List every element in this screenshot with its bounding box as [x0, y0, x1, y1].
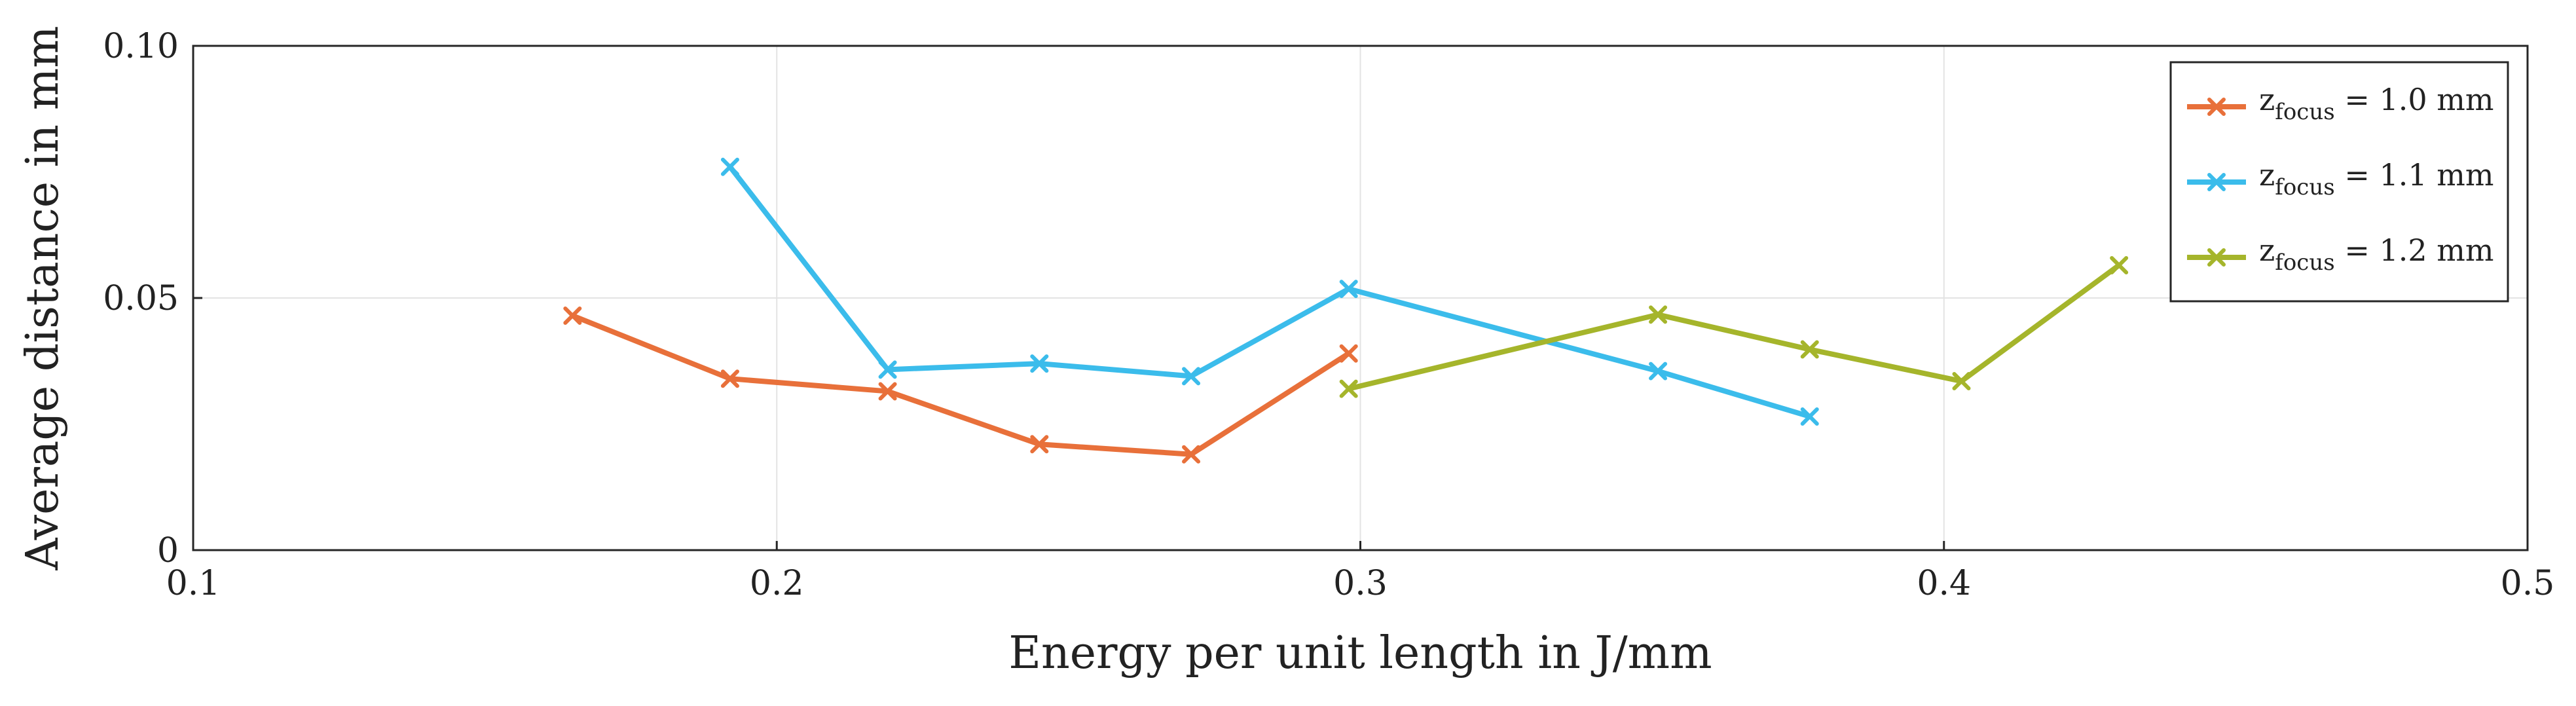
marker-stroke: [720, 157, 739, 176]
x-axis-title: Energy per unit length in J/mm: [1008, 627, 1712, 679]
x-tick-label: 0.4: [1917, 564, 1971, 603]
legend-swatch-marker: [2207, 248, 2226, 267]
legend: zfocus = 1.0 mm zfocus = 1.1 mm zfocus = 1…: [2169, 61, 2509, 303]
data-point-marker: [1800, 407, 1819, 426]
data-point-marker: [1030, 354, 1049, 373]
data-point-marker: [720, 157, 739, 176]
data-point-marker: [1030, 435, 1049, 454]
marker-stroke: [1339, 344, 1358, 363]
data-point-marker: [878, 360, 897, 379]
data-point-marker: [2110, 255, 2129, 274]
marker-stroke: [2207, 173, 2226, 191]
marker-stroke: [1649, 305, 1668, 324]
marker-stroke: [1800, 340, 1819, 359]
data-point-marker: [878, 382, 897, 401]
marker-stroke: [1339, 379, 1358, 398]
marker-stroke: [1030, 354, 1049, 373]
marker-stroke: [2207, 98, 2226, 116]
marker-stroke: [2110, 255, 2129, 274]
y-tick-label: 0: [157, 531, 179, 570]
marker-stroke: [1339, 280, 1358, 299]
marker-stroke: [563, 306, 582, 325]
ticks-layer: 0.1 0.2 0.3 0.4 0.5 0 0.05 0.10: [103, 27, 2554, 603]
y-tick-label: 0.10: [103, 27, 179, 66]
y-axis-title: Average distance in mm: [17, 26, 69, 570]
data-point-marker: [1649, 305, 1668, 324]
marker-stroke: [878, 360, 897, 379]
x-tick-label: 0.3: [1333, 564, 1388, 603]
series-line: [570, 312, 1352, 457]
x-tick-label: 0.5: [2501, 564, 2555, 603]
series-2: [720, 157, 1819, 426]
marker-stroke: [720, 369, 739, 388]
data-point-marker: [720, 369, 739, 388]
legend-item: zfocus = 1.0 mm: [2187, 82, 2494, 125]
data-point-marker: [1182, 367, 1201, 386]
marker-stroke: [1649, 362, 1668, 381]
series-1: [563, 306, 1358, 464]
marker-stroke: [878, 382, 897, 401]
marker-stroke: [1182, 445, 1201, 464]
marker-stroke: [1030, 435, 1049, 454]
data-point-marker: [1339, 344, 1358, 363]
data-point-marker: [1339, 280, 1358, 299]
data-point-marker: [1952, 372, 1971, 391]
legend-label: zfocus = 1.1 mm: [2259, 157, 2494, 200]
legend-item: zfocus = 1.1 mm: [2187, 157, 2494, 200]
marker-stroke: [1800, 407, 1819, 426]
y-tick-label: 0.05: [103, 279, 179, 318]
legend-label: zfocus = 1.0 mm: [2259, 82, 2494, 125]
legend-swatch-marker: [2207, 173, 2226, 191]
legend-item: zfocus = 1.2 mm: [2187, 232, 2494, 276]
data-point-marker: [563, 306, 582, 325]
marker-stroke: [1182, 367, 1201, 386]
series-3: [1339, 255, 2129, 398]
data-point-marker: [1182, 445, 1201, 464]
data-point-marker: [1649, 362, 1668, 381]
series-layer: [563, 157, 2129, 464]
data-point-marker: [1800, 340, 1819, 359]
legend-swatch-marker: [2207, 98, 2226, 116]
marker-stroke: [1952, 372, 1971, 391]
data-point-marker: [1339, 379, 1358, 398]
marker-stroke: [2207, 248, 2226, 267]
x-tick-label: 0.1: [166, 564, 221, 603]
x-tick-label: 0.2: [750, 564, 804, 603]
legend-label: zfocus = 1.2 mm: [2259, 232, 2494, 276]
